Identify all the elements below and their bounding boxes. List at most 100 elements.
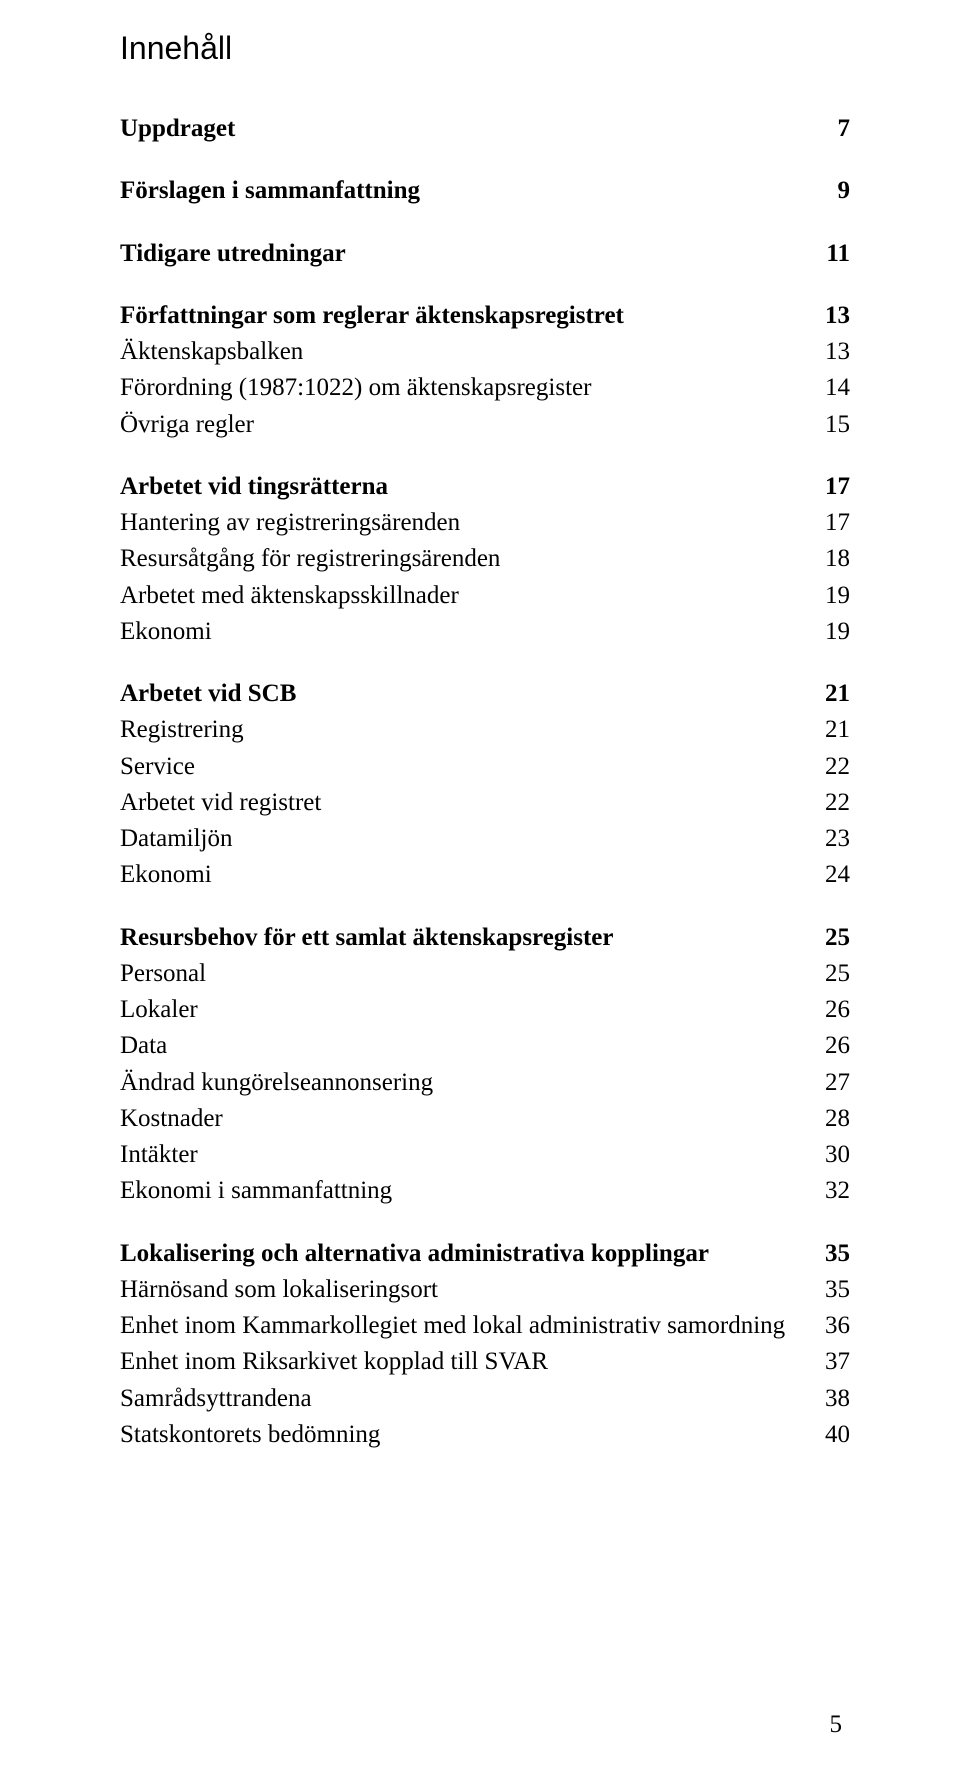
toc-entry: Samrådsyttrandena38 bbox=[120, 1381, 850, 1417]
toc-label: Uppdraget bbox=[120, 111, 810, 147]
toc-label: Övriga regler bbox=[120, 407, 810, 443]
toc-label: Ekonomi i sammanfattning bbox=[120, 1173, 810, 1209]
toc-page: 13 bbox=[810, 298, 850, 334]
toc-page: 25 bbox=[810, 956, 850, 992]
toc-label: Statskontorets bedömning bbox=[120, 1417, 810, 1453]
toc-entry: Ekonomi24 bbox=[120, 857, 850, 893]
toc-section-heading: Arbetet vid SCB21 bbox=[120, 676, 850, 712]
toc-gap bbox=[120, 1210, 850, 1236]
toc-page: 36 bbox=[810, 1308, 850, 1344]
toc-label: Hantering av registreringsärenden bbox=[120, 505, 810, 541]
toc-label: Arbetet med äktenskapsskillnader bbox=[120, 578, 810, 614]
toc-page: 28 bbox=[810, 1101, 850, 1137]
toc-entry: Härnösand som lokaliseringsort35 bbox=[120, 1272, 850, 1308]
toc-label: Registrering bbox=[120, 712, 810, 748]
toc-label: Service bbox=[120, 749, 810, 785]
toc-entry: Äktenskapsbalken13 bbox=[120, 334, 850, 370]
toc-page: 30 bbox=[810, 1137, 850, 1173]
toc-section-heading: Resursbehov för ett samlat äktenskapsreg… bbox=[120, 920, 850, 956]
toc-gap bbox=[120, 147, 850, 173]
toc-entry: Arbetet med äktenskapsskillnader19 bbox=[120, 578, 850, 614]
toc-page: 27 bbox=[810, 1065, 850, 1101]
toc-page: 35 bbox=[810, 1272, 850, 1308]
toc-section-heading: Lokalisering och alternativa administrat… bbox=[120, 1236, 850, 1272]
toc-entry: Resursåtgång för registreringsärenden18 bbox=[120, 541, 850, 577]
toc-page: 35 bbox=[810, 1236, 850, 1272]
toc-page: 38 bbox=[810, 1381, 850, 1417]
toc-page: 7 bbox=[810, 111, 850, 147]
page-title: Innehåll bbox=[120, 30, 850, 67]
toc-section-heading: Arbetet vid tingsrätterna17 bbox=[120, 469, 850, 505]
toc-gap bbox=[120, 443, 850, 469]
toc-section-heading: Tidigare utredningar11 bbox=[120, 236, 850, 272]
toc-entry: Förordning (1987:1022) om äktenskapsregi… bbox=[120, 370, 850, 406]
toc-page: 14 bbox=[810, 370, 850, 406]
document-page: Innehåll Uppdraget7Förslagen i sammanfat… bbox=[0, 0, 960, 1775]
toc-entry: Personal25 bbox=[120, 956, 850, 992]
toc-page: 40 bbox=[810, 1417, 850, 1453]
toc-label: Arbetet vid tingsrätterna bbox=[120, 469, 810, 505]
toc-entry: Hantering av registreringsärenden17 bbox=[120, 505, 850, 541]
toc-page: 22 bbox=[810, 785, 850, 821]
toc-gap bbox=[120, 210, 850, 236]
toc-page: 17 bbox=[810, 505, 850, 541]
toc-label: Samrådsyttrandena bbox=[120, 1381, 810, 1417]
toc-entry: Data26 bbox=[120, 1028, 850, 1064]
toc-label: Härnösand som lokaliseringsort bbox=[120, 1272, 810, 1308]
toc-page: 23 bbox=[810, 821, 850, 857]
toc-page: 11 bbox=[810, 236, 850, 272]
toc-label: Arbetet vid SCB bbox=[120, 676, 810, 712]
toc-page: 17 bbox=[810, 469, 850, 505]
table-of-contents: Uppdraget7Förslagen i sammanfattning9Tid… bbox=[120, 111, 850, 1453]
toc-page: 19 bbox=[810, 578, 850, 614]
toc-label: Förslagen i sammanfattning bbox=[120, 173, 810, 209]
toc-page: 25 bbox=[810, 920, 850, 956]
toc-entry: Enhet inom Riksarkivet kopplad till SVAR… bbox=[120, 1344, 850, 1380]
toc-page: 32 bbox=[810, 1173, 850, 1209]
toc-entry: Service22 bbox=[120, 749, 850, 785]
toc-label: Personal bbox=[120, 956, 810, 992]
toc-page: 22 bbox=[810, 749, 850, 785]
toc-entry: Arbetet vid registret22 bbox=[120, 785, 850, 821]
toc-entry: Ändrad kungörelseannonsering27 bbox=[120, 1065, 850, 1101]
toc-entry: Kostnader28 bbox=[120, 1101, 850, 1137]
toc-page: 18 bbox=[810, 541, 850, 577]
toc-section-heading: Uppdraget7 bbox=[120, 111, 850, 147]
toc-label: Data bbox=[120, 1028, 810, 1064]
toc-page: 21 bbox=[810, 676, 850, 712]
toc-section-heading: Förslagen i sammanfattning9 bbox=[120, 173, 850, 209]
toc-gap bbox=[120, 650, 850, 676]
toc-label: Resursbehov för ett samlat äktenskapsreg… bbox=[120, 920, 810, 956]
toc-label: Ekonomi bbox=[120, 857, 810, 893]
toc-entry: Registrering21 bbox=[120, 712, 850, 748]
toc-entry: Statskontorets bedömning40 bbox=[120, 1417, 850, 1453]
toc-label: Resursåtgång för registreringsärenden bbox=[120, 541, 810, 577]
toc-page: 24 bbox=[810, 857, 850, 893]
toc-label: Äktenskapsbalken bbox=[120, 334, 810, 370]
toc-label: Tidigare utredningar bbox=[120, 236, 810, 272]
toc-entry: Intäkter30 bbox=[120, 1137, 850, 1173]
toc-label: Kostnader bbox=[120, 1101, 810, 1137]
toc-entry: Ekonomi i sammanfattning32 bbox=[120, 1173, 850, 1209]
toc-page: 19 bbox=[810, 614, 850, 650]
toc-page: 13 bbox=[810, 334, 850, 370]
toc-entry: Lokaler26 bbox=[120, 992, 850, 1028]
toc-entry: Ekonomi19 bbox=[120, 614, 850, 650]
toc-label: Ekonomi bbox=[120, 614, 810, 650]
toc-label: Arbetet vid registret bbox=[120, 785, 810, 821]
toc-gap bbox=[120, 272, 850, 298]
toc-page: 37 bbox=[810, 1344, 850, 1380]
page-number: 5 bbox=[830, 1711, 843, 1739]
toc-label: Intäkter bbox=[120, 1137, 810, 1173]
toc-page: 21 bbox=[810, 712, 850, 748]
toc-page: 26 bbox=[810, 1028, 850, 1064]
toc-page: 9 bbox=[810, 173, 850, 209]
toc-label: Förordning (1987:1022) om äktenskapsregi… bbox=[120, 370, 810, 406]
toc-label: Författningar som reglerar äktenskapsreg… bbox=[120, 298, 810, 334]
toc-page: 26 bbox=[810, 992, 850, 1028]
toc-label: Enhet inom Kammarkollegiet med lokal adm… bbox=[120, 1308, 810, 1344]
toc-label: Datamiljön bbox=[120, 821, 810, 857]
toc-entry: Datamiljön23 bbox=[120, 821, 850, 857]
toc-label: Ändrad kungörelseannonsering bbox=[120, 1065, 810, 1101]
toc-entry: Enhet inom Kammarkollegiet med lokal adm… bbox=[120, 1308, 850, 1344]
